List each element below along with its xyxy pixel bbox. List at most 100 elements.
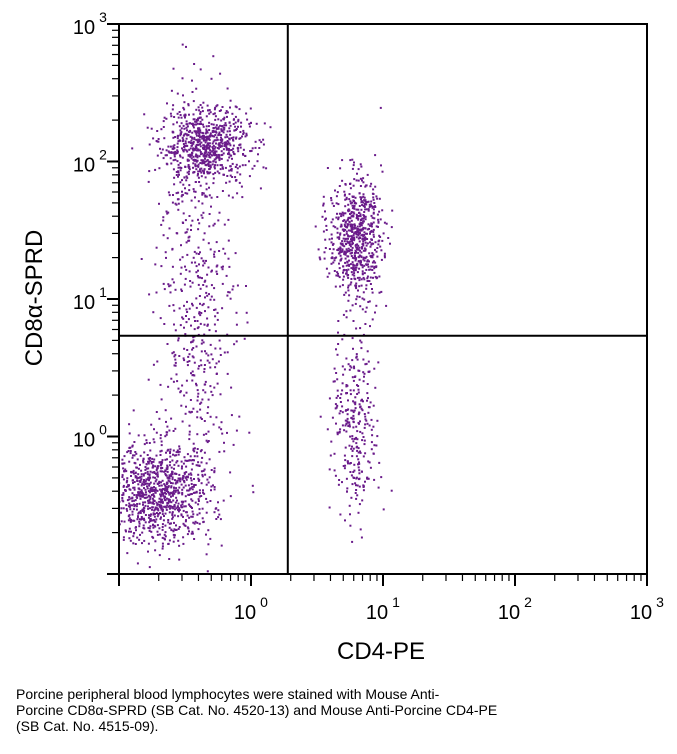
data-point [183,505,186,508]
data-point [183,176,186,179]
data-point [246,118,249,121]
data-point [367,370,370,373]
data-point [228,180,231,183]
data-point [163,323,166,325]
data-point [169,448,172,451]
data-point [233,129,236,132]
data-point [364,363,367,366]
data-point [126,552,129,555]
data-point [250,149,253,152]
data-point [211,134,214,137]
data-point [156,130,159,132]
data-point [191,304,194,307]
data-point [209,248,212,251]
data-point [173,463,176,466]
data-point [140,473,143,476]
data-point [339,397,342,399]
data-point [170,151,173,154]
data-point [208,194,211,197]
data-point [222,247,225,250]
data-point [229,133,232,136]
data-point [177,508,179,511]
data-point [147,516,150,519]
data-point [367,263,369,266]
data-point [210,469,213,471]
data-point [147,507,150,510]
data-point [342,275,345,278]
data-point [215,127,218,130]
data-point [162,120,165,123]
data-point [205,497,208,500]
data-point [346,413,349,416]
data-point [334,403,337,406]
data-point [147,526,150,529]
data-point [172,453,174,456]
data-point [205,483,208,486]
data-point [333,270,336,272]
data-point [215,270,218,273]
data-point [355,442,358,445]
data-point [362,244,365,247]
data-point [323,251,326,254]
data-point [362,455,365,458]
data-point [155,454,158,457]
data-point [336,404,339,407]
data-point [199,314,202,317]
data-point [218,131,221,134]
data-point [349,435,352,438]
data-point [163,533,166,536]
data-point [249,121,252,124]
data-point [339,428,342,431]
data-point [363,259,366,262]
data-point [190,459,193,462]
data-point [154,549,157,552]
data-point [195,464,198,467]
data-point [178,526,181,528]
data-point [186,125,189,128]
data-point [242,133,245,135]
data-point [228,130,231,133]
data-point [364,310,367,313]
data-point [356,233,359,236]
data-point [123,462,126,465]
data-point [371,238,373,241]
data-point [185,471,188,474]
data-point [206,170,209,173]
data-point [362,193,365,196]
data-point [178,486,181,489]
data-point [364,208,367,211]
data-point [361,222,364,225]
data-point [222,167,224,170]
data-point [162,282,165,285]
data-point [210,295,213,298]
data-point [137,516,139,519]
data-point [199,129,202,132]
data-point [222,148,225,151]
data-point [202,211,205,214]
data-point [158,512,161,514]
data-point [355,202,358,205]
data-point [178,507,181,510]
data-point [132,454,134,457]
data-point [135,494,138,497]
data-point [183,347,186,350]
data-point [164,154,167,157]
data-point [146,496,149,499]
data-point [201,398,204,401]
data-point [363,298,366,301]
data-point [225,181,228,184]
data-point [389,242,391,245]
data-point [361,270,364,273]
data-point [161,526,164,528]
data-point [203,280,206,283]
data-point [326,428,329,431]
data-point [203,232,206,235]
data-point [199,162,202,164]
data-point [142,527,145,529]
data-point [175,507,178,510]
data-point [159,434,162,437]
data-point [196,156,199,159]
data-point [355,484,357,487]
data-point [133,519,136,522]
data-point [362,380,365,383]
